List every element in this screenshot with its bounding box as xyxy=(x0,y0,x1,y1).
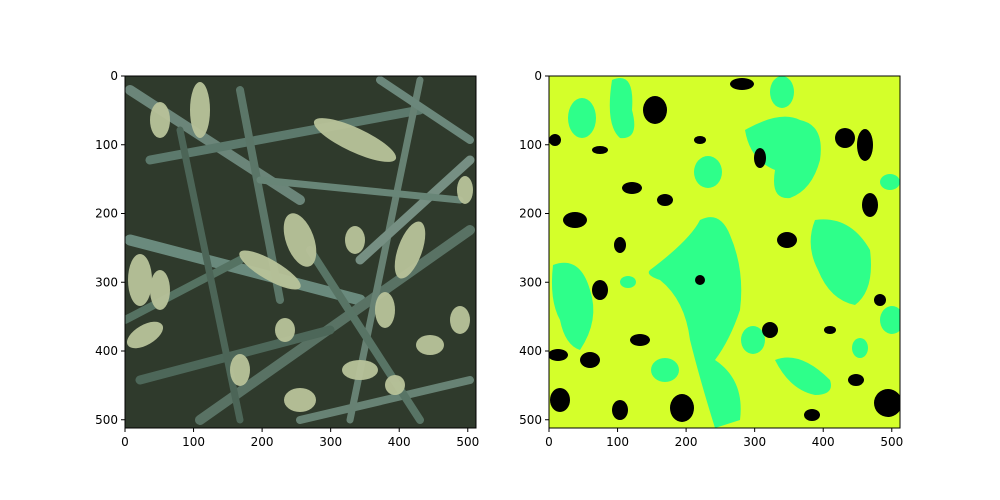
y-tick-label: 500 xyxy=(519,413,542,427)
x-tick-label: 100 xyxy=(182,435,205,449)
segmentation-mask xyxy=(549,76,900,428)
wheat-field-photo xyxy=(125,76,476,428)
x-tick-label: 500 xyxy=(456,435,479,449)
y-tick-label: 0 xyxy=(110,69,118,83)
x-tick-label: 300 xyxy=(319,435,342,449)
y-tick-label: 100 xyxy=(95,138,118,152)
y-tick-label: 200 xyxy=(95,207,118,221)
x-tick-label: 0 xyxy=(121,435,129,449)
x-tick-label: 400 xyxy=(388,435,411,449)
y-tick-label: 400 xyxy=(519,344,542,358)
x-tick-label: 300 xyxy=(743,435,766,449)
x-tick-label: 100 xyxy=(606,435,629,449)
y-tick-label: 400 xyxy=(95,344,118,358)
y-tick-label: 300 xyxy=(519,275,542,289)
x-tick-label: 200 xyxy=(675,435,698,449)
x-tick-label: 400 xyxy=(812,435,835,449)
y-tick-label: 100 xyxy=(519,138,542,152)
mask-axes-frame xyxy=(548,75,901,429)
photo-axes-frame xyxy=(124,75,477,429)
y-tick-label: 300 xyxy=(95,275,118,289)
x-tick-label: 200 xyxy=(251,435,274,449)
x-tick-label: 500 xyxy=(880,435,903,449)
y-tick-label: 500 xyxy=(95,413,118,427)
x-tick-label: 0 xyxy=(545,435,553,449)
y-tick-label: 0 xyxy=(534,69,542,83)
y-tick-label: 200 xyxy=(519,207,542,221)
